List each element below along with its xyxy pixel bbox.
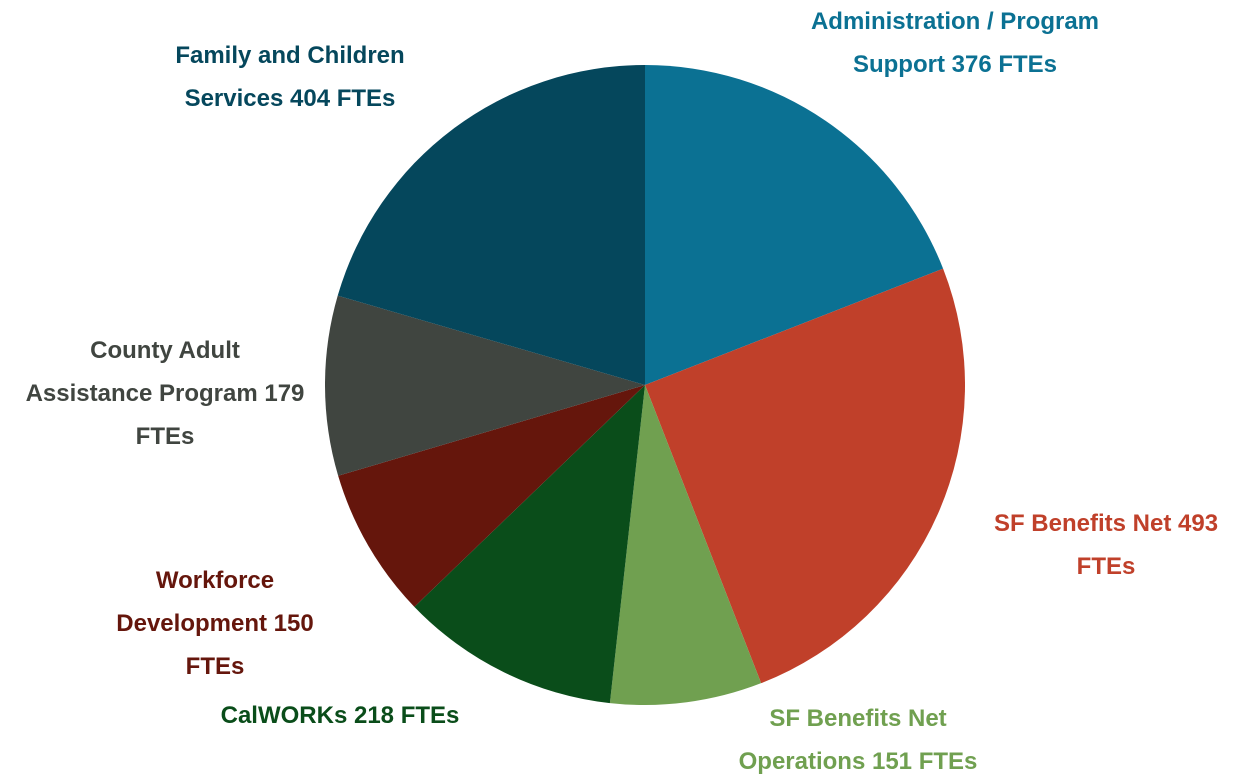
pie-slice: [645, 65, 944, 385]
slice-label: County Adult Assistance Program 179 FTEs: [25, 329, 305, 458]
value-label: 150 FTEs: [185, 610, 314, 680]
pie-slice: [645, 268, 965, 684]
slice-label: Administration / Program Support 376 FTE…: [810, 0, 1100, 86]
category-label: Family and Children Services: [175, 42, 405, 112]
value-label: 376 FTEs: [951, 51, 1058, 78]
value-label: 151 FTEs: [871, 748, 978, 775]
value-label: 179 FTEs: [135, 380, 305, 450]
category-label: CalWORKs: [220, 702, 348, 729]
slice-label: CalWORKs 218 FTEs: [175, 694, 505, 737]
category-label: SF Benefits Net: [993, 510, 1172, 537]
category-label: County Adult Assistance Program: [25, 337, 258, 407]
pie-slice: [337, 65, 645, 385]
category-label: Workforce Development: [116, 567, 275, 637]
slice-label: SF Benefits Net 493 FTEs: [966, 502, 1246, 588]
pie-slice: [338, 385, 645, 607]
pie-slice: [609, 385, 762, 705]
category-label: Administration / Program Support: [810, 8, 1100, 78]
value-label: 218 FTEs: [353, 702, 460, 729]
slice-label: Workforce Development 150 FTEs: [105, 559, 325, 688]
category-label: SF Benefits Net Operations: [738, 705, 947, 775]
pie-slice: [414, 385, 645, 704]
slice-label: SF Benefits Net Operations 151 FTEs: [723, 697, 993, 779]
slice-label: Family and Children Services 404 FTEs: [130, 34, 450, 120]
pie-slice: [325, 295, 645, 476]
value-label: 493 FTEs: [1076, 510, 1219, 580]
value-label: 404 FTEs: [290, 85, 396, 112]
